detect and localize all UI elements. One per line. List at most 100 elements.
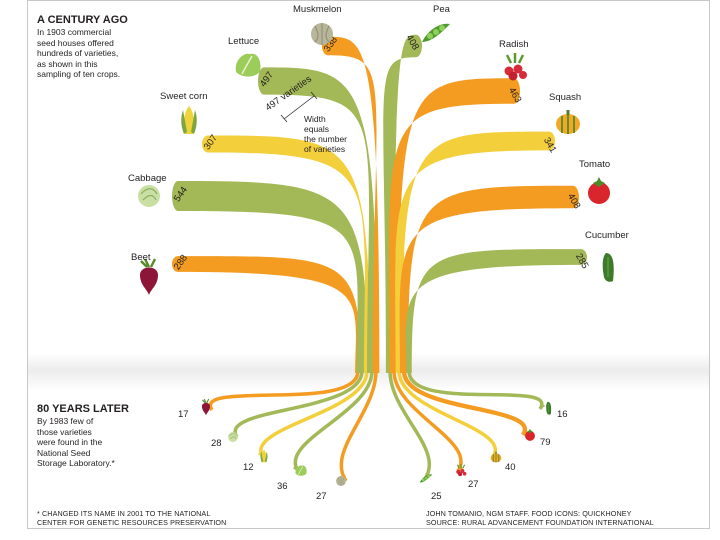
crop-flow-beet: 288	[172, 253, 361, 411]
corn-icon	[181, 106, 197, 134]
band-1983	[401, 370, 528, 437]
band-1903	[178, 256, 361, 373]
tomato-icon	[588, 177, 610, 204]
band-1983	[259, 370, 369, 458]
corn-icon-small	[260, 449, 268, 463]
band-tip	[575, 249, 587, 265]
width-legend-note: Width equals the number of varieties	[304, 114, 347, 154]
value-1983: 79	[540, 437, 551, 448]
value-1983: 27	[316, 491, 327, 502]
muskmelon-icon-small	[336, 476, 346, 486]
credit-line: JOHN TOMANIO, NGM STAFF. FOOD ICONS: QUI…	[426, 509, 632, 518]
value-1983: 40	[505, 462, 516, 473]
footnote-line: * CHANGED ITS NAME IN 2001 TO THE NATION…	[37, 509, 211, 518]
tomato-icon-small	[525, 428, 535, 441]
later-line: Storage Laboratory.*	[37, 458, 115, 469]
legend-note-line: of varieties	[304, 144, 346, 154]
intro-line: sampling of ten crops.	[37, 69, 121, 80]
crop-label: Tomato	[579, 159, 611, 170]
muskmelon-icon	[311, 23, 333, 45]
band-1903	[328, 36, 380, 374]
value-1983: 36	[277, 481, 288, 492]
squash-icon	[556, 110, 580, 134]
crop-flow-radish: 463	[388, 78, 523, 472]
value-1983: 17	[178, 409, 189, 420]
intro-block: A CENTURY AGO In 1903 commercial seed ho…	[37, 14, 128, 80]
crop-label: Pea	[433, 4, 450, 15]
lettuce-icon-small	[295, 465, 307, 476]
intro-heading: A CENTURY AGO	[37, 14, 128, 26]
cucumber-icon-small	[546, 401, 552, 415]
beet-icon	[140, 258, 158, 295]
value-1983: 28	[211, 438, 222, 449]
infographic-frame: 288 544 307 497 338 408 463 341 408 285 497 variet…	[27, 0, 710, 529]
cabbage-icon-small	[228, 432, 238, 442]
band-tip	[508, 78, 520, 104]
crop-flow-sweet-corn: 307	[202, 133, 371, 458]
crop-label: Cucumber	[585, 230, 629, 241]
band-tip	[202, 135, 214, 153]
intro-line: In 1903 commercial	[37, 27, 112, 37]
legend-note-line: the number	[304, 134, 347, 144]
later-line: National Seed	[37, 447, 91, 458]
crop-label: Beet	[131, 252, 151, 263]
cucumber-icon	[602, 253, 614, 282]
later-line: were found in the	[37, 437, 103, 448]
flow-arrowhead	[523, 429, 529, 435]
band-1903	[208, 135, 371, 373]
radish-icon-small	[456, 463, 467, 477]
radish-icon	[504, 53, 527, 81]
band-1983	[397, 370, 498, 458]
footnote: * CHANGED ITS NAME IN 2001 TO THE NATION…	[37, 509, 226, 527]
value-1903: 341	[541, 136, 558, 155]
value-1983: 12	[243, 462, 254, 473]
crop-flow-cucumber: 285	[405, 249, 590, 410]
credit: JOHN TOMANIO, NGM STAFF. FOOD ICONS: QUI…	[426, 509, 654, 527]
intro-line: as shown in this	[37, 58, 98, 69]
value-1983: 25	[431, 491, 442, 502]
band-1903	[178, 181, 368, 373]
later-block: 80 YEARS LATER By 1983 few of those vari…	[37, 403, 129, 469]
band-tip	[172, 181, 184, 211]
squash-icon-small	[490, 451, 502, 463]
crop-flow-squash: 341	[395, 131, 558, 458]
cabbage-icon	[138, 185, 160, 207]
band-1983	[208, 370, 360, 411]
band-1983	[407, 370, 544, 410]
crop-label: Muskmelon	[293, 4, 342, 15]
legend-note-line: Width	[304, 114, 326, 124]
width-bracket	[283, 95, 315, 120]
value-1903: 285	[573, 252, 590, 271]
crop-label: Squash	[549, 92, 582, 103]
band-1983	[392, 370, 463, 472]
lettuce-icon	[235, 53, 261, 77]
later-line: those varieties	[37, 426, 92, 437]
later-line: By 1983 few of	[37, 416, 94, 426]
crop-label: Radish	[499, 39, 529, 50]
band-1903	[399, 185, 573, 373]
band-1983	[233, 370, 364, 438]
pea-icon	[422, 23, 450, 42]
crop-label: Sweet corn	[160, 91, 208, 102]
width-bracket-ticks	[280, 91, 318, 123]
later-heading: 80 YEARS LATER	[37, 403, 129, 415]
legend-note-line: equals	[304, 124, 330, 134]
beet-icon-small	[201, 398, 211, 416]
crop-flow-tomato: 408	[399, 185, 582, 437]
value-1983: 27	[468, 479, 479, 490]
crop-flow-cabbage: 544	[172, 181, 368, 438]
credit-line: SOURCE: RURAL ADVANCEMENT FOUNDATION INT…	[426, 518, 654, 527]
band-tip	[543, 131, 555, 151]
band-tip	[258, 67, 270, 95]
crop-label: Cabbage	[128, 173, 167, 184]
intro-line: seed houses offered	[37, 37, 114, 48]
band-1983	[339, 370, 378, 482]
value-1983: 16	[557, 409, 568, 420]
pea-icon-small	[419, 474, 433, 483]
band-tip	[410, 34, 422, 58]
crop-flow-lettuce: 497	[258, 67, 377, 472]
footnote-line: CENTER FOR GENETIC RESOURCES PRESERVATIO…	[37, 518, 227, 527]
intro-line: hundreds of varieties,	[37, 48, 119, 59]
flow-arrowhead	[540, 403, 546, 409]
